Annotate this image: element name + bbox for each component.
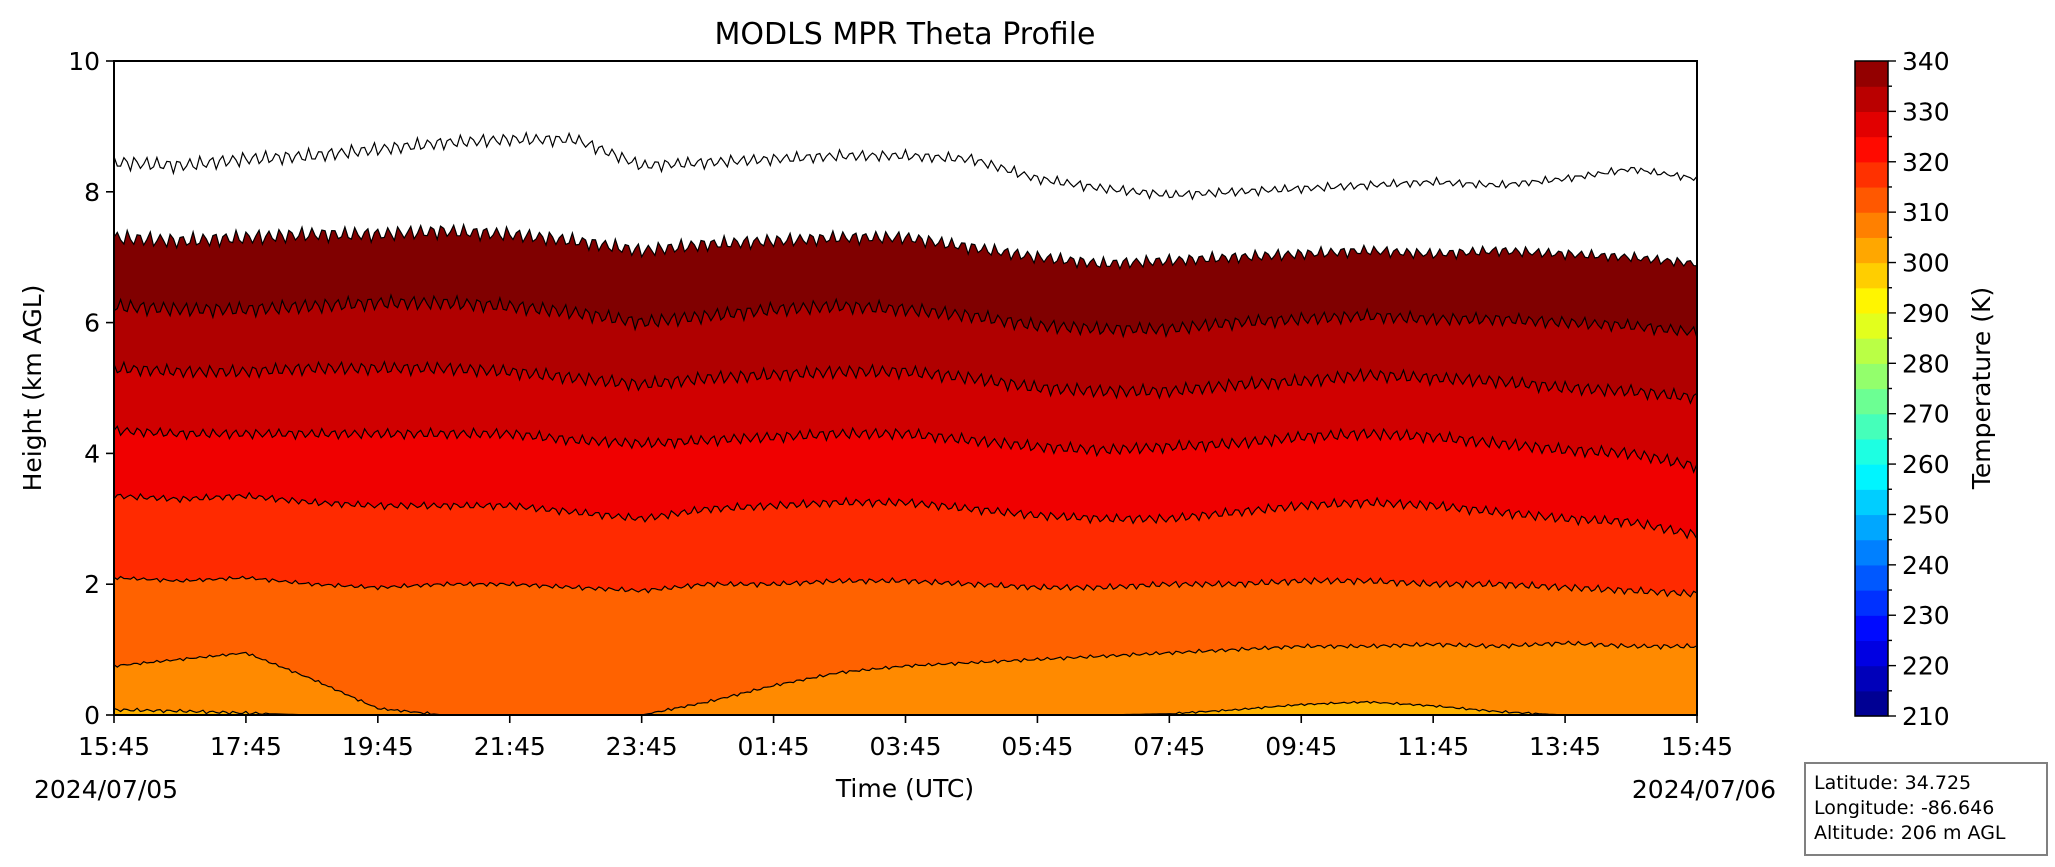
colorbar-bin: [1855, 564, 1888, 591]
colorbar-bin: [1855, 212, 1888, 238]
colorbar-tick-label: 300: [1902, 249, 1950, 278]
colorbar-tick-label: 280: [1902, 349, 1950, 378]
colorbar: 210 220 230 240 250 260 270 280 290 300 310 320 330 3…: [1854, 47, 1950, 731]
colorbar-bin: [1855, 312, 1888, 339]
colorbar-label: Temperature (K): [1967, 287, 1996, 490]
colorbar-tick-label: 210: [1902, 702, 1950, 731]
x-tick-label: 01:45: [738, 732, 810, 761]
colorbar-bin: [1855, 514, 1888, 541]
colorbar-bin: [1855, 438, 1888, 465]
y-tick-label: 10: [68, 47, 100, 76]
colorbar-tick-label: 270: [1902, 400, 1950, 429]
x-axis-label: Time (UTC): [835, 774, 974, 803]
colorbar-bin: [1855, 489, 1888, 516]
colorbar-tick-label: 260: [1902, 450, 1950, 479]
y-axis: 0 2 4 6 8 10: [68, 47, 114, 730]
y-tick-label: 0: [84, 701, 100, 730]
contour-line-370: [114, 222, 1697, 271]
colorbar-bin: [1855, 136, 1888, 163]
contour-fill-layer: [114, 61, 1697, 715]
chart-title: MODLS MPR Theta Profile: [714, 17, 1095, 52]
y-tick-label: 6: [84, 309, 100, 338]
contour-line-330: [114, 491, 1697, 540]
x-tick-label: 19:45: [342, 732, 414, 761]
colorbar-bin: [1855, 388, 1888, 415]
longitude-text: Longitude: -86.646: [1814, 797, 1995, 819]
y-tick-label: 8: [84, 178, 100, 207]
colorbar-bin: [1855, 287, 1888, 314]
x-tick-label: 03:45: [869, 732, 941, 761]
colorbar-bin: [1855, 413, 1888, 440]
x-tick-label: 13:45: [1529, 732, 1601, 761]
colorbar-tick-label: 340: [1902, 47, 1950, 76]
colorbar-tick-label: 330: [1902, 97, 1950, 126]
y-tick-label: 4: [84, 439, 100, 468]
contour-line-310: [114, 640, 1697, 715]
colorbar-tick-label: 230: [1902, 601, 1950, 630]
colorbar-tick-label: 310: [1902, 198, 1950, 227]
colorbar-bin: [1855, 86, 1888, 112]
x-tick-label: 15:45: [78, 732, 150, 761]
colorbar-bin: [1855, 262, 1888, 289]
x-tick-label: 15:45: [1661, 732, 1733, 761]
colorbar-tick-label: 220: [1902, 652, 1950, 681]
x-tick-label: 07:45: [1133, 732, 1205, 761]
contour-line-340: [114, 425, 1697, 474]
x-tick-label: 09:45: [1265, 732, 1337, 761]
colorbar-bin: [1855, 186, 1888, 213]
contour-line-380: [114, 130, 1697, 201]
colorbar-bin: [1855, 539, 1888, 566]
contour-line-320: [114, 575, 1697, 598]
x-tick-label: 05:45: [1001, 732, 1073, 761]
x-tick-label: 23:45: [606, 732, 678, 761]
colorbar-bin: [1855, 615, 1888, 642]
colorbar-tick-label: 250: [1902, 500, 1950, 529]
altitude-text: Altitude: 206 m AGL: [1814, 822, 2006, 844]
colorbar-bin: [1855, 237, 1888, 264]
colorbar-bin: [1855, 690, 1888, 717]
x-date-end: 2024/07/06: [1632, 775, 1776, 804]
colorbar-tick-label: 240: [1902, 551, 1950, 580]
location-info-box: Latitude: 34.725 Longitude: -86.646 Alti…: [1804, 762, 2048, 856]
colorbar-bin: [1855, 640, 1888, 667]
colorbar-bin: [1855, 464, 1888, 490]
y-axis-label: Height (km AGL): [18, 285, 47, 492]
y-tick-label: 2: [84, 570, 100, 599]
x-tick-label: 21:45: [474, 732, 546, 761]
colorbar-bin: [1855, 111, 1888, 138]
contour-line-360: [114, 293, 1697, 339]
no-data-region: [114, 61, 1697, 200]
colorbar-bin: [1855, 590, 1888, 616]
x-tick-label: 17:45: [210, 732, 282, 761]
contour-line-350: [114, 360, 1697, 405]
colorbar-tick-label: 290: [1902, 299, 1950, 328]
colorbar-bin: [1855, 363, 1888, 390]
colorbar-bin: [1855, 665, 1888, 692]
contour-line-layer: [114, 130, 1697, 715]
x-axis: 15:45 17:45 19:45 21:45 23:45 01:45 03:45 05:45…: [78, 715, 1733, 761]
x-tick-label: 11:45: [1397, 732, 1469, 761]
x-date-start: 2024/07/05: [34, 775, 178, 804]
colorbar-bin: [1855, 338, 1888, 364]
latitude-text: Latitude: 34.725: [1814, 772, 1972, 794]
colorbar-tick-label: 320: [1902, 148, 1950, 177]
contour-line-300: [114, 700, 1697, 715]
colorbar-bin: [1855, 161, 1888, 188]
colorbar-bin: [1855, 61, 1888, 87]
